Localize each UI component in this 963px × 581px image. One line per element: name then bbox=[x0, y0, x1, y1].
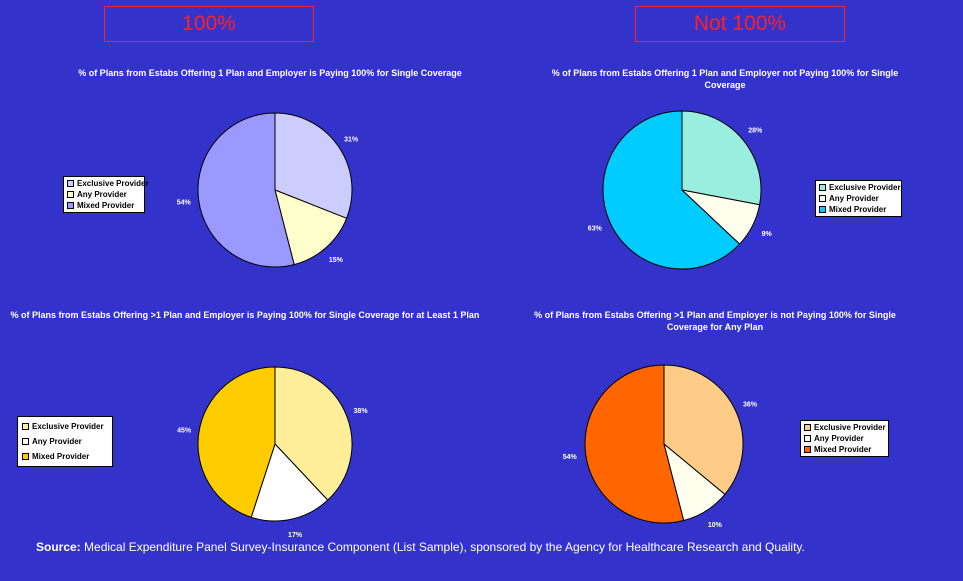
legend-swatch bbox=[22, 453, 29, 460]
chart-3-legend: Exclusive Provider Any Provider Mixed Prov… bbox=[17, 416, 113, 467]
pie-data-label: 54% bbox=[563, 454, 578, 461]
pie-slice-exclusive-provider bbox=[663, 364, 744, 496]
pie-slice-any-provider bbox=[250, 443, 329, 522]
legend-label: Mixed Provider bbox=[77, 201, 135, 210]
legend-label: Exclusive Provider bbox=[77, 179, 149, 188]
pie-data-label: 45% bbox=[177, 428, 192, 435]
header-100-percent: 100% bbox=[104, 6, 314, 42]
pie-slice-mixed-provider bbox=[197, 366, 276, 518]
pie-slice-exclusive-provider bbox=[274, 366, 353, 501]
pie-slice-mixed-provider bbox=[197, 112, 295, 268]
legend-label: Any Provider bbox=[814, 434, 864, 443]
legend-swatch bbox=[819, 184, 826, 191]
legend-swatch bbox=[819, 206, 826, 213]
legend-label: Mixed Provider bbox=[829, 205, 887, 214]
pie-slice-exclusive-provider bbox=[681, 110, 762, 206]
pie-chart-3: 38% 17% 45% bbox=[177, 366, 369, 539]
header-100-percent-label: 100% bbox=[182, 12, 236, 35]
legend-label: Mixed Provider bbox=[814, 445, 872, 454]
chart-1-legend: Exclusive Provider Any Provider Mixed Prov… bbox=[63, 176, 149, 213]
legend-label: Exclusive Provider bbox=[814, 423, 886, 432]
legend-item: Mixed Provider bbox=[804, 444, 885, 455]
chart-4-legend: Exclusive Provider Any Provider Mixed Prov… bbox=[800, 420, 889, 457]
legend-label: Mixed Provider bbox=[32, 452, 90, 461]
legend-item: Mixed Provider bbox=[67, 200, 141, 211]
legend-swatch bbox=[804, 435, 811, 442]
legend-label: Any Provider bbox=[829, 194, 879, 203]
legend-swatch bbox=[22, 423, 29, 430]
legend-item: Any Provider bbox=[22, 434, 108, 449]
pie-data-label: 36% bbox=[743, 402, 758, 409]
legend-label: Exclusive Provider bbox=[829, 183, 901, 192]
legend-label: Any Provider bbox=[77, 190, 127, 199]
legend-item: Exclusive Provider bbox=[819, 182, 901, 193]
chart-2-legend: Exclusive Provider Any Provider Mixed Prov… bbox=[815, 180, 902, 217]
legend-swatch bbox=[67, 191, 74, 198]
pie-slice-any-provider bbox=[274, 189, 348, 266]
pie-chart-4: 36% 10% 54% bbox=[563, 364, 758, 529]
source-text: Medical Expenditure Panel Survey-Insuran… bbox=[80, 540, 805, 554]
legend-swatch bbox=[67, 180, 74, 187]
legend-item: Mixed Provider bbox=[819, 204, 898, 215]
source-label: Source: bbox=[36, 540, 81, 554]
pie-slice-mixed-provider bbox=[602, 110, 741, 270]
legend-swatch bbox=[804, 424, 811, 431]
pie-data-label: 54% bbox=[177, 200, 192, 207]
legend-swatch bbox=[804, 446, 811, 453]
header-not-100-percent-label: Not 100% bbox=[693, 12, 787, 35]
chart-1-title: % of Plans from Estabs Offering 1 Plan a… bbox=[78, 68, 462, 78]
legend-label: Any Provider bbox=[32, 437, 82, 446]
legend-item: Exclusive Provider bbox=[22, 419, 108, 434]
pie-slice-exclusive-provider bbox=[274, 112, 353, 219]
pie-chart-2: 28% 9% 63% bbox=[588, 110, 773, 270]
legend-item: Any Provider bbox=[819, 193, 898, 204]
legend-item: Exclusive Provider bbox=[804, 422, 886, 433]
pie-data-label: 10% bbox=[708, 522, 723, 529]
legend-item: Mixed Provider bbox=[22, 449, 108, 464]
chart-4-title: % of Plans from Estabs Offering >1 Plan … bbox=[534, 310, 896, 332]
chart-3-title: % of Plans from Estabs Offering >1 Plan … bbox=[10, 310, 480, 320]
legend-swatch bbox=[22, 438, 29, 445]
chart-2-title: % of Plans from Estabs Offering 1 Plan a… bbox=[551, 68, 899, 90]
legend-label: Exclusive Provider bbox=[32, 422, 104, 431]
legend-swatch bbox=[819, 195, 826, 202]
pie-chart-1: 31% 15% 54% bbox=[177, 112, 359, 268]
pie-data-label: 63% bbox=[588, 226, 603, 233]
pie-data-label: 17% bbox=[288, 532, 303, 539]
legend-swatch bbox=[67, 202, 74, 209]
legend-item: Any Provider bbox=[67, 189, 141, 200]
legend-item: Exclusive Provider bbox=[67, 178, 149, 189]
header-not-100-percent: Not 100% bbox=[635, 6, 845, 42]
pie-data-label: 15% bbox=[329, 257, 344, 264]
pie-data-label: 38% bbox=[354, 408, 369, 415]
source-note: Source: Medical Expenditure Panel Survey… bbox=[36, 540, 936, 554]
pie-data-label: 31% bbox=[344, 136, 359, 143]
pie-slice-mixed-provider bbox=[584, 364, 685, 524]
legend-item: Any Provider bbox=[804, 433, 885, 444]
pie-data-label: 28% bbox=[748, 127, 763, 134]
pie-data-label: 9% bbox=[762, 231, 773, 238]
